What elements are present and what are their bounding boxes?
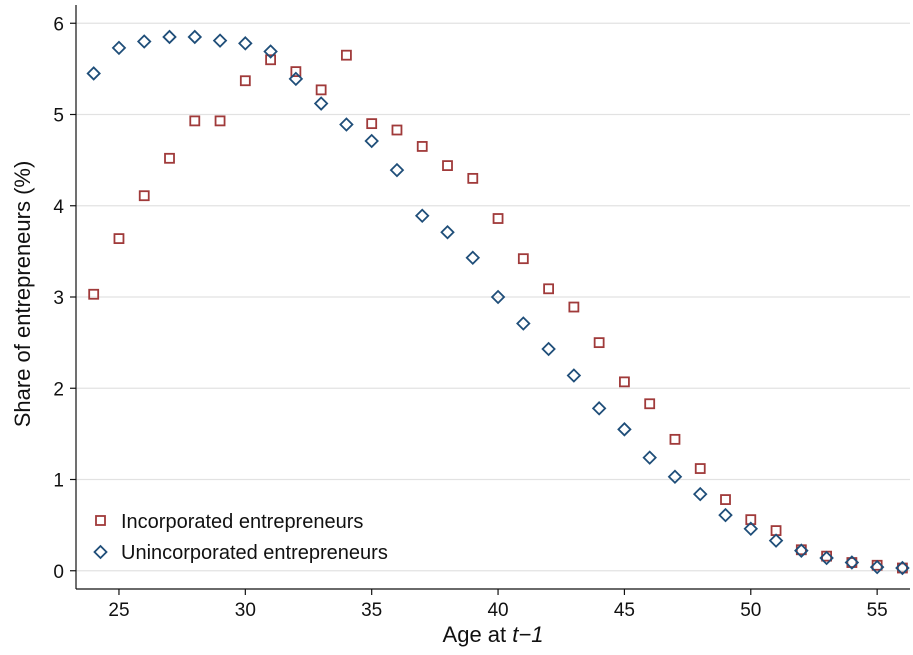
data-points (86, 29, 910, 576)
x-tick-label: 55 (867, 600, 888, 621)
point-incorporated (189, 115, 201, 127)
point-unincorporated (617, 422, 632, 437)
point-incorporated (315, 84, 327, 96)
x-tick-label: 25 (108, 600, 129, 621)
legend-marker-unincorporated (93, 544, 108, 560)
legend-label-incorporated: Incorporated entrepreneurs (121, 511, 363, 533)
y-tick-label: 1 (53, 471, 64, 492)
point-incorporated (391, 124, 403, 136)
point-unincorporated (819, 550, 834, 566)
point-unincorporated (591, 401, 607, 416)
x-tick-label: 50 (740, 600, 761, 621)
point-unincorporated (238, 36, 253, 51)
point-incorporated (164, 152, 175, 164)
point-unincorporated (566, 368, 582, 383)
point-unincorporated (490, 289, 506, 305)
point-unincorporated (263, 44, 278, 59)
point-unincorporated (465, 250, 481, 266)
x-tick-label: 30 (235, 600, 256, 621)
point-unincorporated (516, 316, 531, 331)
y-tick-label: 2 (53, 379, 64, 400)
point-unincorporated (111, 40, 127, 56)
point-incorporated (467, 172, 479, 184)
x-tick-label: 45 (614, 600, 635, 621)
point-unincorporated (869, 559, 885, 575)
point-unincorporated (794, 543, 809, 558)
point-incorporated (846, 557, 858, 568)
point-incorporated (720, 494, 731, 505)
point-incorporated (442, 160, 453, 172)
point-incorporated (265, 54, 277, 66)
legend-marker-incorporated (95, 515, 106, 526)
y-tick-label: 0 (53, 562, 64, 583)
point-unincorporated (768, 533, 784, 548)
point-unincorporated (440, 224, 455, 240)
point-unincorporated (212, 33, 228, 48)
point-unincorporated (895, 560, 910, 576)
point-incorporated (543, 283, 554, 295)
point-incorporated (138, 190, 150, 202)
point-incorporated (88, 288, 100, 300)
point-incorporated (745, 514, 757, 526)
x-tick-label: 40 (487, 600, 508, 621)
point-incorporated (214, 115, 226, 127)
point-unincorporated (718, 507, 733, 523)
point-incorporated (669, 433, 681, 445)
y-tick-label: 6 (53, 14, 64, 35)
point-unincorporated (414, 208, 430, 224)
point-unincorporated (844, 555, 860, 570)
x-axis-title: Age at t−1 (443, 622, 544, 647)
point-unincorporated (288, 71, 304, 87)
point-incorporated (416, 141, 428, 152)
point-unincorporated (86, 66, 101, 81)
point-incorporated (568, 301, 580, 313)
point-unincorporated (313, 96, 329, 111)
point-incorporated (644, 398, 656, 410)
point-incorporated (897, 562, 908, 574)
point-incorporated (113, 233, 125, 245)
legend-label-unincorporated: Unincorporated entrepreneurs (121, 542, 388, 564)
point-unincorporated (136, 34, 152, 49)
y-tick-label: 4 (53, 197, 64, 218)
point-unincorporated (541, 341, 556, 357)
point-unincorporated (743, 521, 759, 537)
point-incorporated (341, 49, 352, 61)
y-tick-label: 3 (53, 288, 64, 309)
point-unincorporated (692, 486, 708, 502)
grid-lines (76, 22, 910, 572)
point-incorporated (239, 75, 251, 87)
y-tick-label: 5 (53, 106, 64, 127)
point-unincorporated (187, 29, 203, 45)
legend: Incorporated entrepreneurs Unincorporate… (93, 511, 388, 564)
x-axis-title-prefix: Age at (443, 622, 513, 647)
axes (70, 5, 910, 595)
point-incorporated (619, 376, 630, 388)
point-incorporated (694, 463, 706, 474)
point-unincorporated (667, 469, 683, 485)
y-axis-title: Share of entrepreneurs (%) (10, 161, 35, 428)
point-unincorporated (339, 117, 354, 132)
x-tick-label: 35 (361, 600, 382, 621)
point-incorporated (492, 213, 504, 224)
point-incorporated (366, 118, 378, 130)
point-incorporated (517, 253, 529, 265)
point-incorporated (290, 66, 302, 78)
point-unincorporated (364, 133, 379, 149)
x-axis-title-italic: t−1 (512, 622, 543, 647)
point-incorporated (593, 337, 605, 349)
point-unincorporated (389, 162, 405, 178)
point-unincorporated (642, 450, 657, 465)
point-unincorporated (162, 29, 177, 45)
